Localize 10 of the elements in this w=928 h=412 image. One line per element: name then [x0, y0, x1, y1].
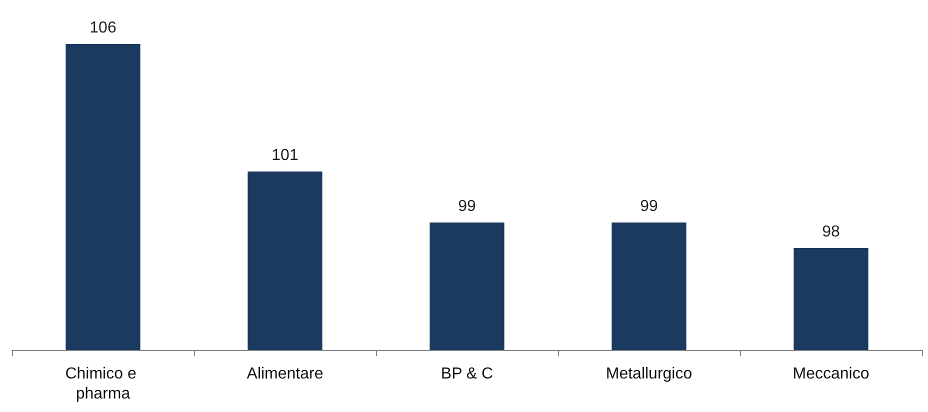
x-tick-label: Metallurgico [606, 366, 692, 382]
data-label: 99 [640, 198, 658, 215]
x-tick-label: BP & C [440, 366, 494, 382]
x-tick-label: Meccanico [792, 366, 870, 382]
data-label: 99 [458, 198, 476, 215]
data-label: 98 [822, 224, 840, 240]
data-label: 106 [90, 20, 116, 36]
x-tick-label: Alimentare [246, 366, 324, 382]
data-label: 101 [272, 147, 298, 164]
x-tick-label: Chimico e pharma [65, 366, 141, 402]
